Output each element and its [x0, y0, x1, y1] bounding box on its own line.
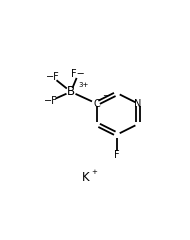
Text: F−: F−: [71, 69, 85, 79]
Text: C: C: [93, 99, 100, 108]
Text: −: −: [102, 91, 109, 100]
Text: N: N: [134, 99, 142, 108]
Text: +: +: [92, 169, 97, 175]
Text: −F: −F: [46, 72, 59, 82]
Text: K: K: [82, 171, 89, 184]
Text: −F: −F: [44, 96, 58, 106]
Text: 3+: 3+: [78, 82, 89, 88]
Text: F: F: [114, 150, 120, 160]
Text: B: B: [67, 85, 75, 98]
